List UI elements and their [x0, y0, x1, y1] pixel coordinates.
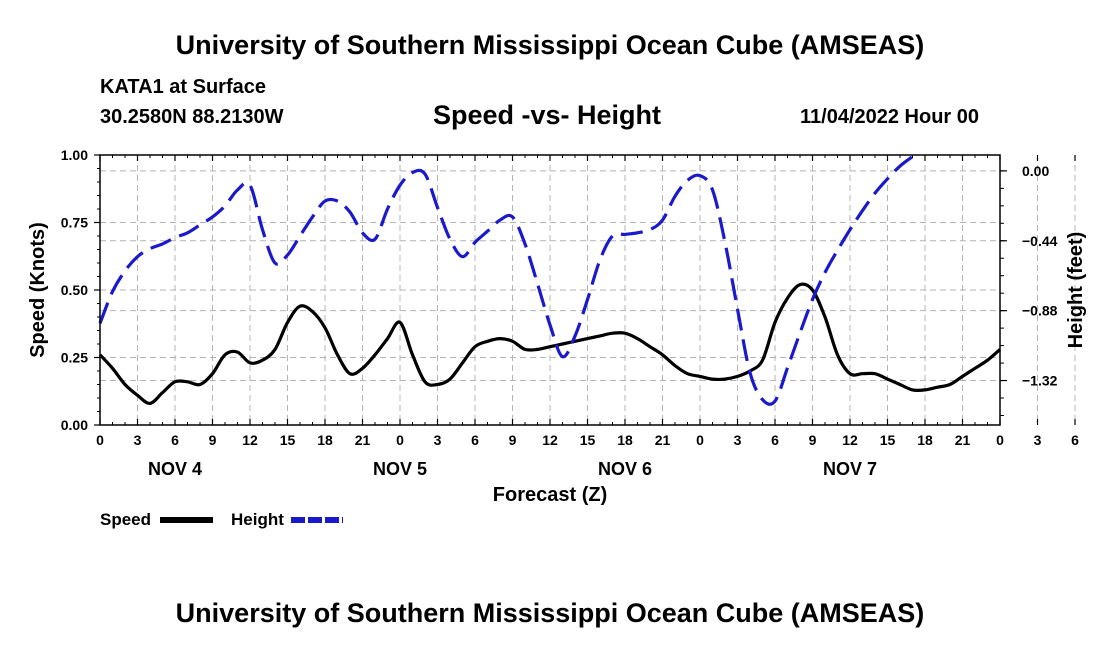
- page-title: University of Southern Mississippi Ocean…: [175, 30, 925, 60]
- x-tick-label: 3: [734, 432, 742, 448]
- x-tick-label: 15: [580, 432, 596, 448]
- grid-lines: [100, 155, 1076, 425]
- x-tick-label: 12: [242, 432, 258, 448]
- y-tick-label: 0.00: [61, 417, 88, 433]
- day-label: NOV 5: [373, 459, 427, 479]
- forecast-datetime: 11/04/2022 Hour 00: [800, 106, 980, 128]
- coordinates-label: 30.2580N 88.2130W: [100, 106, 284, 128]
- x-tick-label: 21: [955, 432, 971, 448]
- x-tick-label: 0: [396, 432, 404, 448]
- x-tick-label: 3: [1034, 432, 1042, 448]
- x-tick-label: 0: [996, 432, 1004, 448]
- speed-series-line: [98, 282, 1002, 405]
- x-tick-label: 9: [209, 432, 217, 448]
- y-tick-label: 0.50: [61, 282, 88, 298]
- y2-axis-label: Height (feet): [1065, 232, 1087, 349]
- y-axis-label: Speed (Knots): [27, 222, 49, 358]
- x-axis-label: Forecast (Z): [493, 484, 607, 506]
- x-tick-label: 21: [355, 432, 371, 448]
- x-tick-label: 15: [880, 432, 896, 448]
- x-tick-label: 3: [434, 432, 442, 448]
- y2-tick-label: −0.44: [1022, 233, 1058, 249]
- y2-tick-label: 0.00: [1022, 163, 1049, 179]
- x-tick-label: 0: [696, 432, 704, 448]
- x-tick-label: 15: [280, 432, 296, 448]
- x-tick-label: 0: [96, 432, 104, 448]
- axis-ticks: [94, 154, 1076, 426]
- y-tick-label: 0.75: [61, 215, 88, 231]
- x-tick-label: 18: [617, 432, 633, 448]
- x-tick-label: 12: [842, 432, 858, 448]
- x-tick-label: 9: [509, 432, 517, 448]
- x-tick-label: 18: [317, 432, 333, 448]
- y2-tick-label: −1.32: [1022, 373, 1058, 389]
- y-tick-label: 0.25: [61, 350, 88, 366]
- axis-labels: 0369121518210369121518210369121518210369…: [61, 147, 1079, 479]
- day-label: NOV 7: [823, 459, 877, 479]
- x-tick-label: 6: [771, 432, 779, 448]
- day-label: NOV 6: [598, 459, 652, 479]
- station-label: KATA1 at Surface: [100, 76, 266, 98]
- legend-height-label: Height: [231, 510, 284, 529]
- day-label: NOV 4: [148, 459, 202, 479]
- chart-title: Speed -vs- Height: [433, 100, 662, 130]
- y-tick-label: 1.00: [61, 147, 88, 163]
- x-tick-label: 18: [917, 432, 933, 448]
- legend: Speed Height: [100, 510, 343, 529]
- footer-title: University of Southern Mississippi Ocean…: [175, 598, 925, 628]
- x-tick-label: 6: [471, 432, 479, 448]
- height-series-line: [98, 155, 914, 406]
- x-tick-label: 3: [134, 432, 142, 448]
- x-tick-label: 6: [171, 432, 179, 448]
- series-lines: [98, 155, 1002, 406]
- x-tick-label: 9: [809, 432, 817, 448]
- legend-speed-label: Speed: [100, 510, 151, 529]
- x-tick-label: 21: [655, 432, 671, 448]
- x-tick-label: 12: [542, 432, 558, 448]
- x-tick-label: 6: [1071, 432, 1079, 448]
- y2-tick-label: −0.88: [1022, 303, 1058, 319]
